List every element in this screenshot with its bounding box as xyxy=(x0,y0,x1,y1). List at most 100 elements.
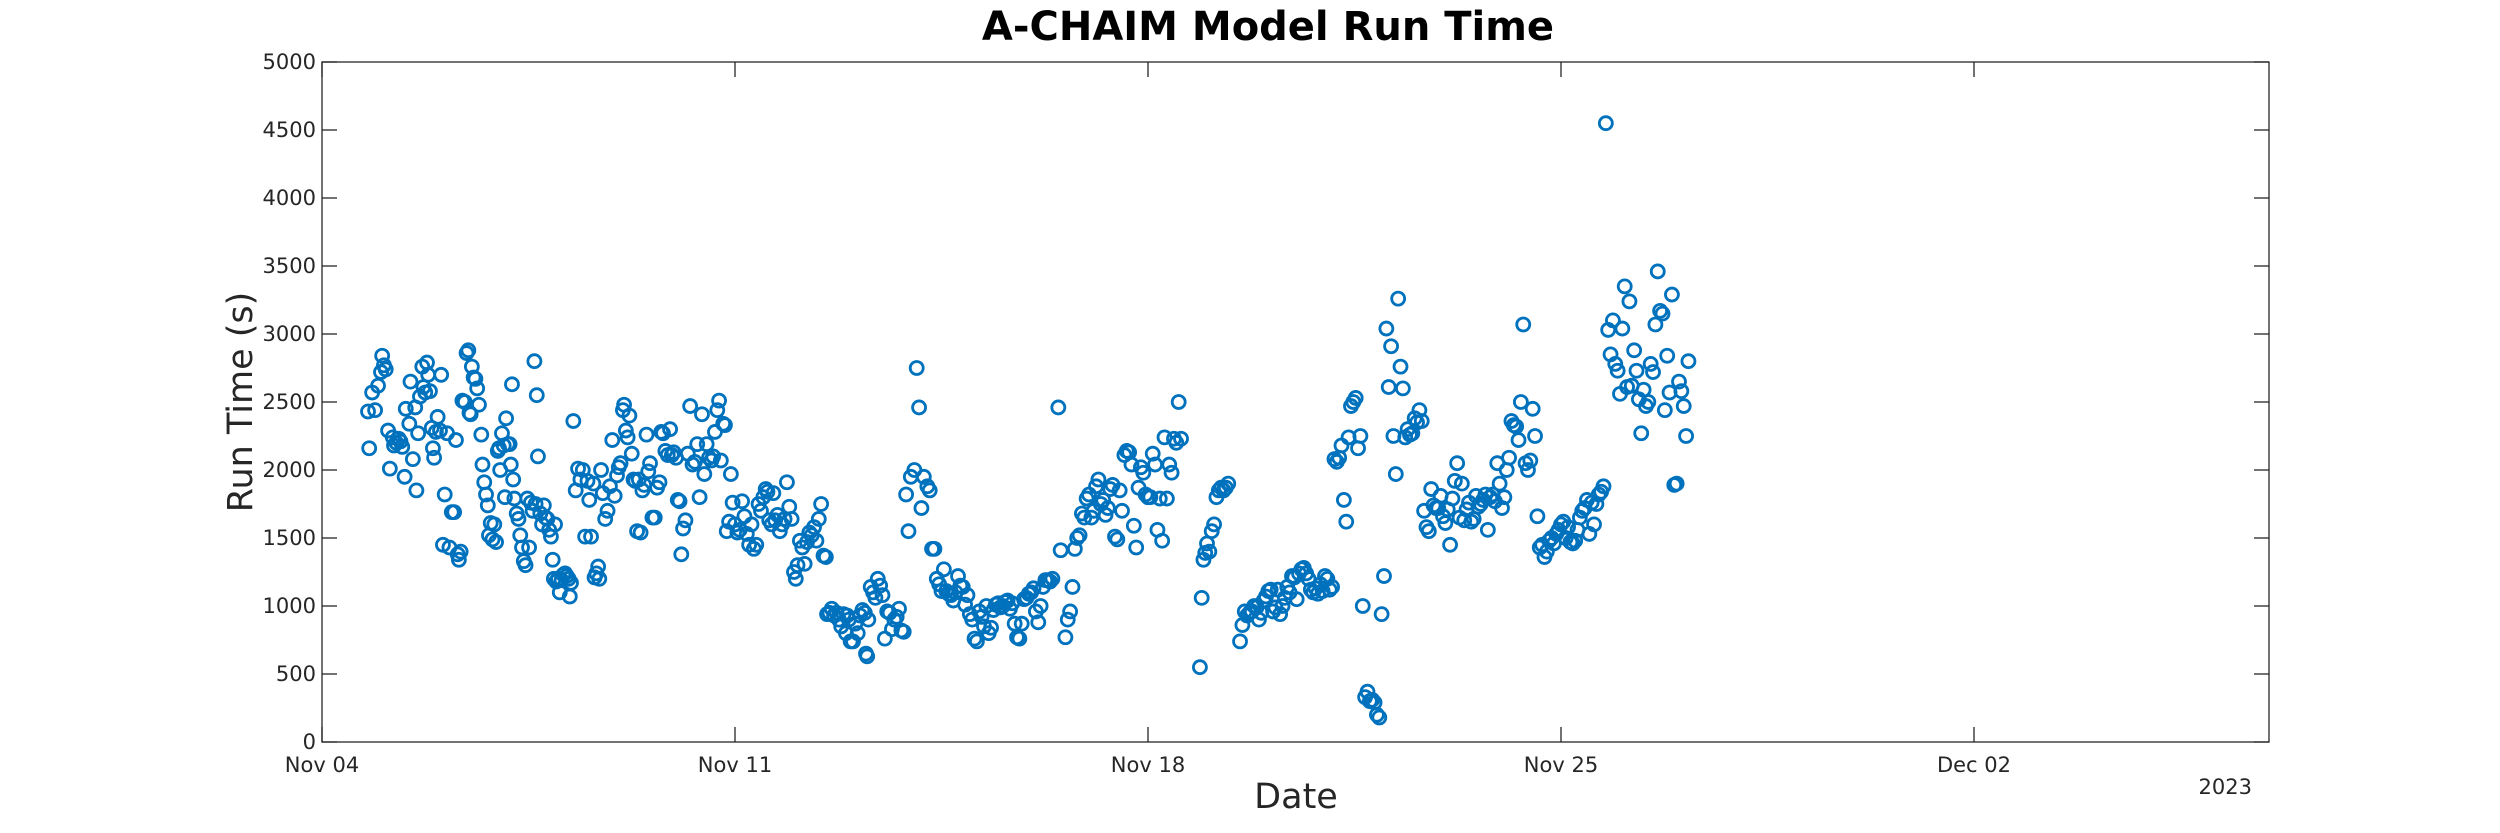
data-point xyxy=(1373,606,1390,623)
data-point xyxy=(640,463,657,480)
y-axis-label: Run Time (s) xyxy=(221,292,261,513)
data-point xyxy=(367,402,384,419)
data-point xyxy=(1335,492,1352,508)
data-point xyxy=(696,466,713,482)
data-point xyxy=(1262,581,1279,598)
data-point xyxy=(1083,509,1100,526)
data-point xyxy=(1111,482,1128,499)
data-point xyxy=(1642,356,1659,372)
data-point xyxy=(1609,362,1626,379)
data-point xyxy=(1338,513,1355,530)
data-point xyxy=(467,370,484,387)
data-point xyxy=(504,376,520,393)
data-point xyxy=(433,366,450,383)
data-point xyxy=(1640,394,1657,410)
data-point xyxy=(1659,347,1676,364)
data-point xyxy=(691,489,708,506)
data-point xyxy=(1378,320,1395,337)
data-point xyxy=(471,396,487,413)
data-point xyxy=(1251,611,1267,628)
data-point xyxy=(1203,523,1220,540)
data-point xyxy=(1319,570,1336,587)
data-point xyxy=(1564,535,1581,552)
data-point xyxy=(446,504,463,521)
data-point xyxy=(1030,614,1047,631)
data-point xyxy=(810,511,827,527)
data-point xyxy=(671,493,688,510)
data-point xyxy=(983,619,999,636)
data-point xyxy=(404,451,421,468)
y-tick-label: 3000 xyxy=(263,322,316,346)
data-point xyxy=(954,579,971,595)
data-point xyxy=(505,471,522,488)
data-point xyxy=(1369,706,1385,723)
data-point xyxy=(396,468,413,485)
data-point xyxy=(528,387,545,404)
data-point xyxy=(1607,356,1624,372)
data-point xyxy=(1668,475,1685,492)
data-point xyxy=(1597,115,1614,132)
data-point xyxy=(1364,691,1381,708)
data-point xyxy=(813,496,830,512)
data-point xyxy=(712,452,729,469)
data-point xyxy=(895,623,912,640)
data-point xyxy=(1501,449,1517,466)
data-point xyxy=(422,383,438,400)
data-point xyxy=(1652,302,1669,319)
y-tick-label: 1000 xyxy=(263,594,316,618)
data-point xyxy=(729,524,746,541)
data-point xyxy=(849,625,866,642)
data-point xyxy=(1522,452,1539,469)
data-point xyxy=(682,398,699,414)
data-point xyxy=(888,608,905,625)
data-point xyxy=(1114,502,1130,519)
data-point xyxy=(479,497,496,514)
data-point xyxy=(401,415,418,432)
data-point xyxy=(911,399,927,416)
data-point xyxy=(646,509,663,526)
data-point xyxy=(1173,430,1189,447)
data-point xyxy=(908,360,925,376)
data-point xyxy=(563,574,579,591)
data-point xyxy=(462,406,479,423)
data-point xyxy=(675,520,691,537)
data-point xyxy=(1605,312,1621,329)
data-point xyxy=(1128,539,1145,556)
data-point xyxy=(1387,466,1404,482)
data-point xyxy=(1524,400,1541,417)
data-point xyxy=(1616,278,1633,295)
data-point xyxy=(1614,320,1631,337)
data-point xyxy=(1449,455,1466,472)
data-point xyxy=(1621,293,1638,310)
data-point xyxy=(1317,568,1333,584)
data-points xyxy=(360,115,1697,726)
data-point xyxy=(502,456,519,473)
data-point xyxy=(1220,475,1237,492)
data-point xyxy=(684,456,701,473)
data-point xyxy=(817,549,834,565)
data-point xyxy=(913,500,930,516)
chart-title: A-CHAIM Model Run Time xyxy=(982,4,1554,50)
data-point xyxy=(722,466,739,482)
data-point xyxy=(1013,615,1030,632)
data-point xyxy=(1347,390,1364,406)
data-point xyxy=(1673,383,1690,400)
data-point xyxy=(547,516,563,533)
data-point xyxy=(935,561,952,578)
data-point xyxy=(1496,489,1513,506)
data-point xyxy=(1649,263,1666,280)
data-point xyxy=(1645,364,1661,380)
data-point xyxy=(1321,581,1338,598)
data-point xyxy=(828,604,845,621)
data-point xyxy=(1390,290,1407,307)
data-point xyxy=(743,516,760,533)
data-point xyxy=(1125,517,1142,534)
data-point xyxy=(581,492,598,508)
data-point xyxy=(577,528,594,545)
data-point xyxy=(450,551,467,568)
data-point xyxy=(694,406,710,423)
data-point xyxy=(1123,456,1140,473)
data-point xyxy=(498,410,514,427)
data-point xyxy=(1154,532,1171,549)
data-point xyxy=(1057,629,1074,646)
